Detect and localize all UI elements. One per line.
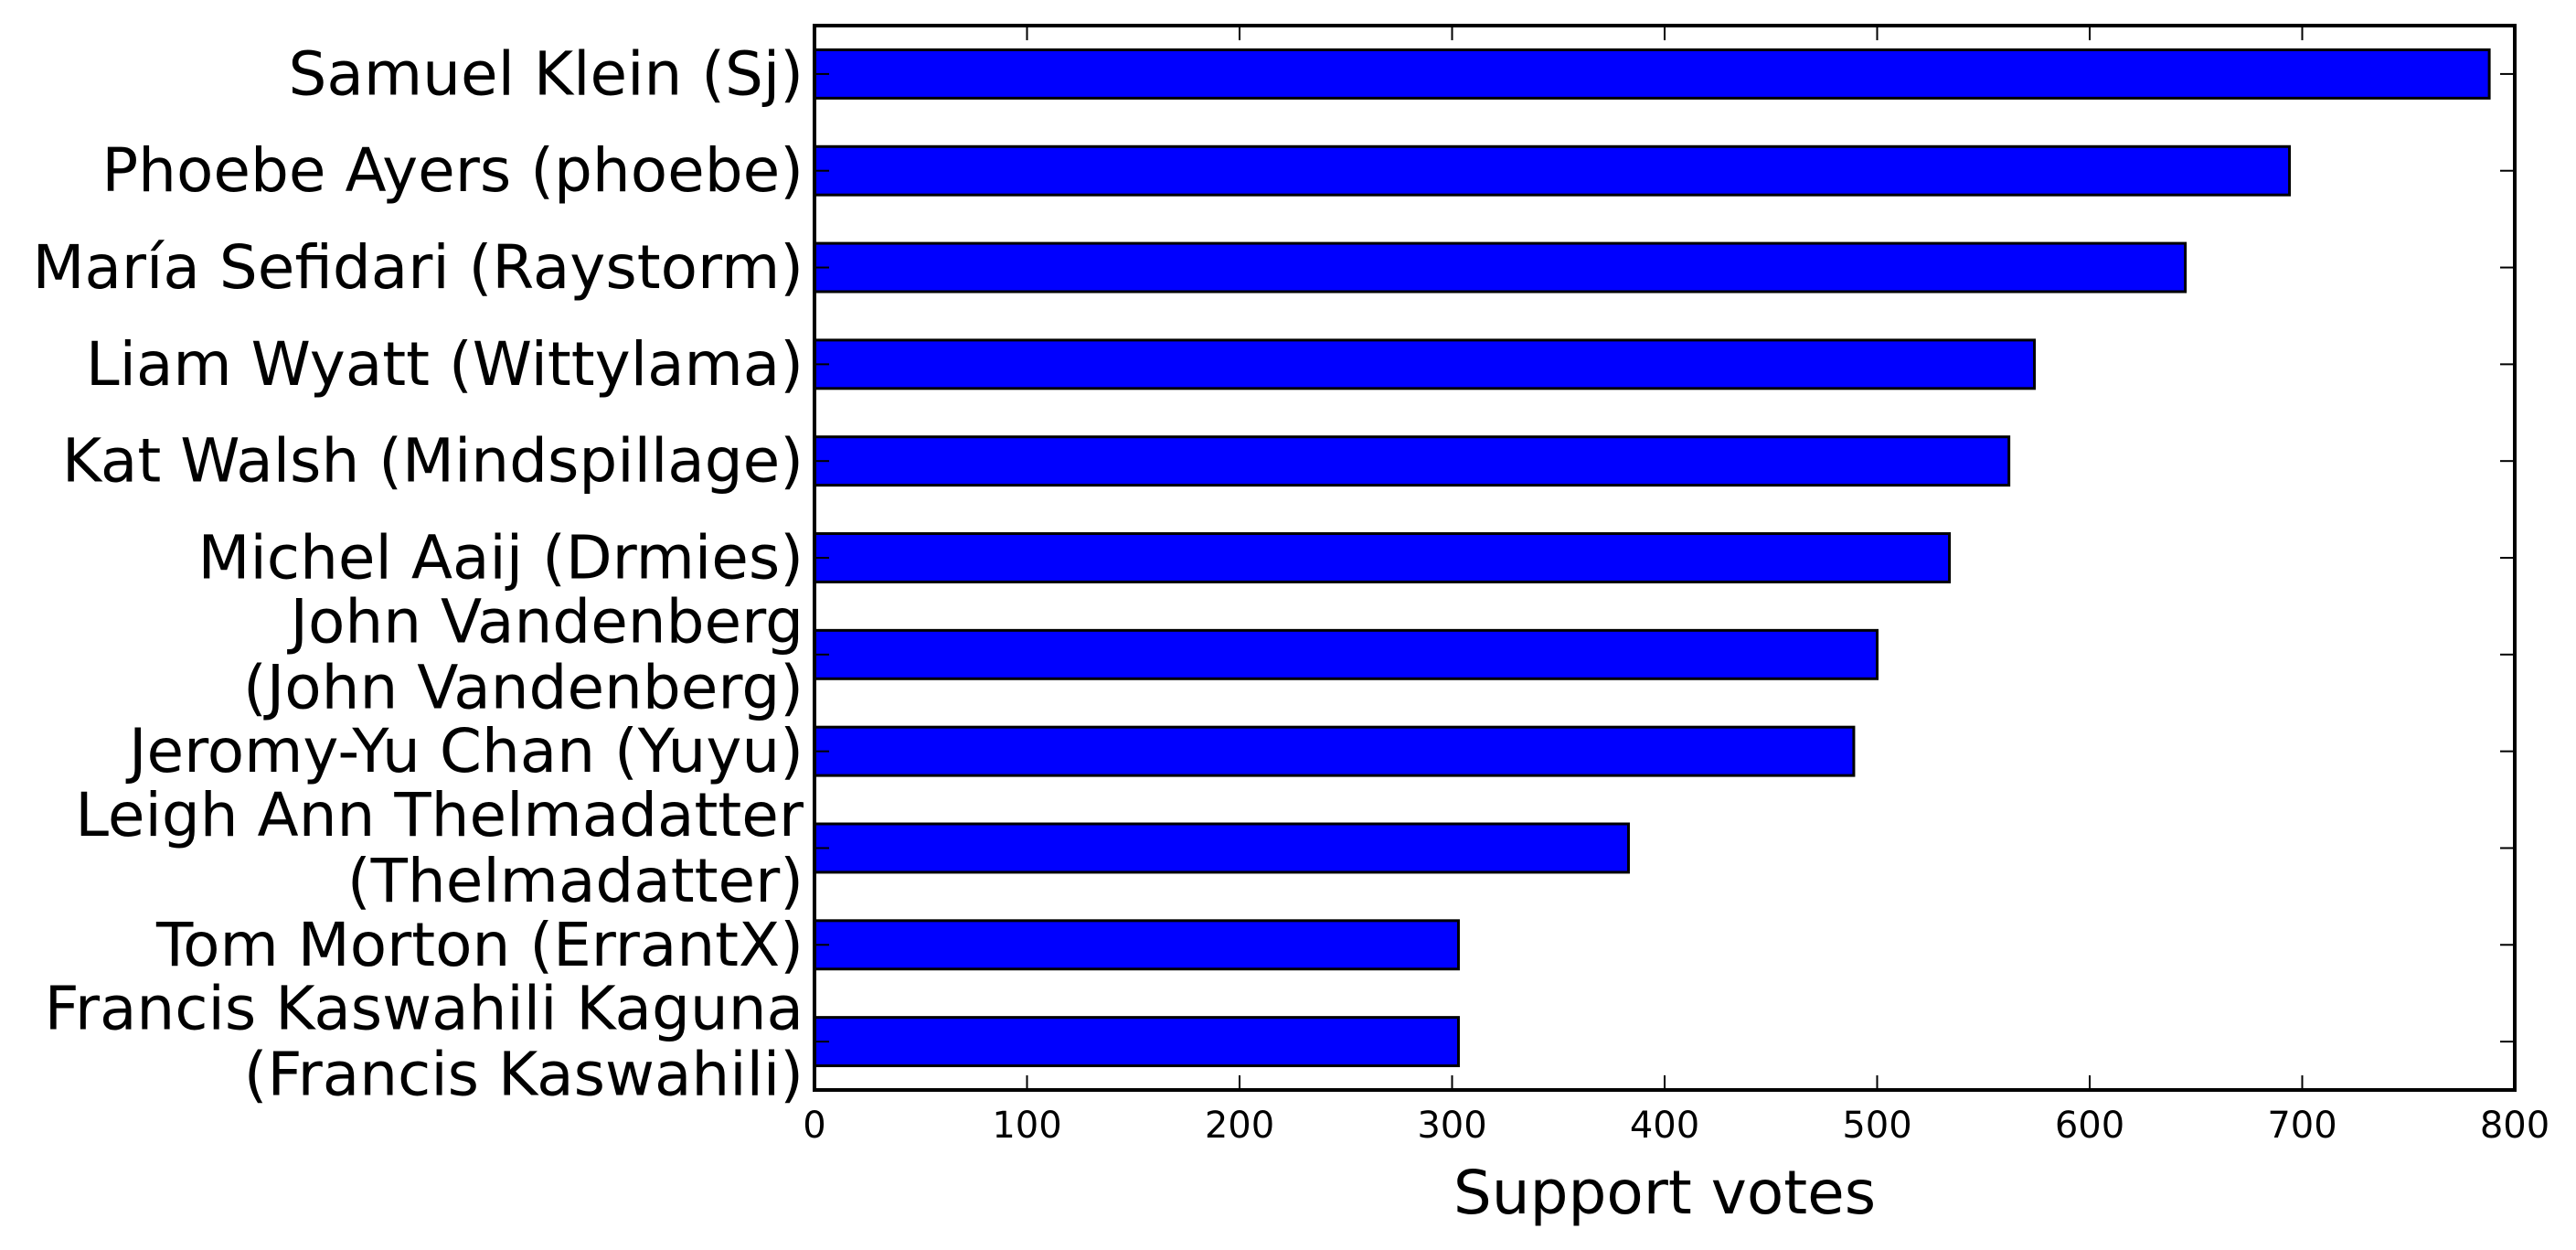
category-label: Kat Walsh (Mindspillage)	[62, 426, 804, 497]
bar	[813, 919, 1460, 971]
x-tick-label: 200	[1205, 1105, 1274, 1147]
bar	[813, 338, 2037, 390]
bar	[813, 241, 2187, 294]
category-label: María Sefidari (Raystorm)	[33, 232, 804, 303]
bar	[813, 1016, 1460, 1068]
x-tick-labels: 0 100 200 300 400 500 600 700 800	[803, 1105, 2549, 1147]
bar	[813, 628, 1879, 680]
category-label: Phoebe Ayers (phoebe)	[101, 135, 804, 206]
category-label: Michel Aaij (Drmies)	[198, 523, 804, 593]
bar	[813, 725, 1856, 777]
bar	[813, 144, 2292, 197]
x-axis-title: Support votes	[1453, 1158, 1876, 1228]
x-tick-label: 400	[1630, 1105, 1699, 1147]
category-labels: Samuel Klein (Sj) Phoebe Ayers (phoebe) Ma…	[33, 38, 804, 1109]
category-label: Samuel Klein (Sj)	[289, 38, 804, 109]
x-tick-label: 800	[2480, 1105, 2549, 1147]
bar	[813, 822, 1630, 874]
x-tick-label: 500	[1842, 1105, 1911, 1147]
x-tick-label: 0	[803, 1105, 825, 1147]
category-label: Liam Wyatt (Wittylama)	[86, 329, 804, 400]
plot-frame	[813, 24, 2517, 1092]
x-tick-label: 100	[992, 1105, 1061, 1147]
bar	[813, 48, 2491, 100]
category-label: John Vandenberg (John Vandenberg)	[243, 586, 804, 722]
x-tick-label: 600	[2055, 1105, 2124, 1147]
x-tick-label: 300	[1417, 1105, 1486, 1147]
bar	[813, 435, 2011, 487]
category-label: Leigh Ann Thelmadatter (Thelmadatter)	[75, 780, 804, 916]
bars-layer	[813, 48, 2491, 1068]
category-label: Francis Kaswahili Kaguna (Francis Kaswahi…	[45, 974, 804, 1110]
category-label: Tom Morton (ErrantX)	[155, 910, 804, 980]
x-tick-label: 700	[2267, 1105, 2336, 1147]
category-label: Jeromy-Yu Chan (Yuyu)	[125, 716, 804, 786]
bar	[813, 532, 1952, 583]
